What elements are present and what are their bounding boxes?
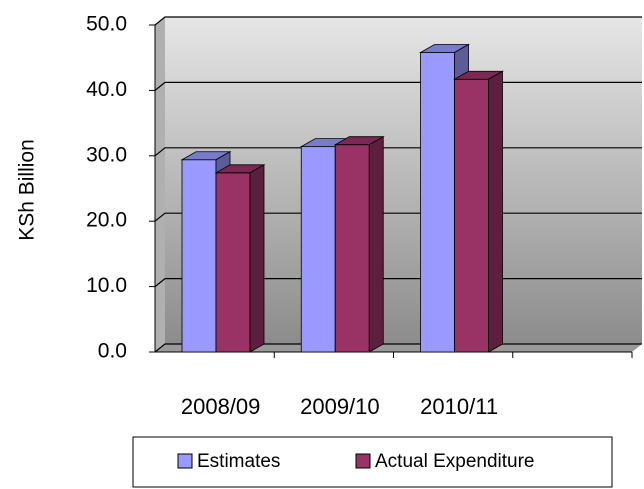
bar-side [368, 135, 384, 353]
bar-front [334, 144, 370, 353]
y-tick-label: 0.0 [98, 340, 127, 363]
legend-marker [177, 453, 193, 469]
legend-box [132, 436, 613, 488]
y-axis-label: KSh Billion [16, 139, 39, 241]
bar-side [488, 70, 503, 353]
bar-front [420, 52, 455, 353]
y-tick-label: 40.0 [86, 78, 127, 101]
bar-front [215, 172, 251, 353]
floor [155, 344, 642, 352]
y-tick-label: 10.0 [86, 274, 127, 297]
legend-label: Actual Expenditure [375, 451, 535, 472]
grid-line [154, 16, 642, 26]
legend-marker [355, 453, 371, 469]
y-tick-label: 30.0 [86, 143, 127, 166]
bar-side [249, 164, 265, 353]
x-tick-label: 2010/11 [420, 394, 498, 419]
bar-front [181, 159, 217, 353]
side-wall [155, 17, 165, 352]
x-tick-label: 2008/09 [181, 394, 261, 419]
x-tick-label: 2009/10 [300, 394, 380, 419]
back-wall [165, 17, 642, 344]
y-tick-label: 20.0 [86, 209, 127, 232]
legend-label: Estimates [197, 451, 280, 472]
bar-front [300, 146, 336, 353]
bar-front [454, 78, 489, 353]
y-tick-label: 50.0 [86, 13, 127, 36]
